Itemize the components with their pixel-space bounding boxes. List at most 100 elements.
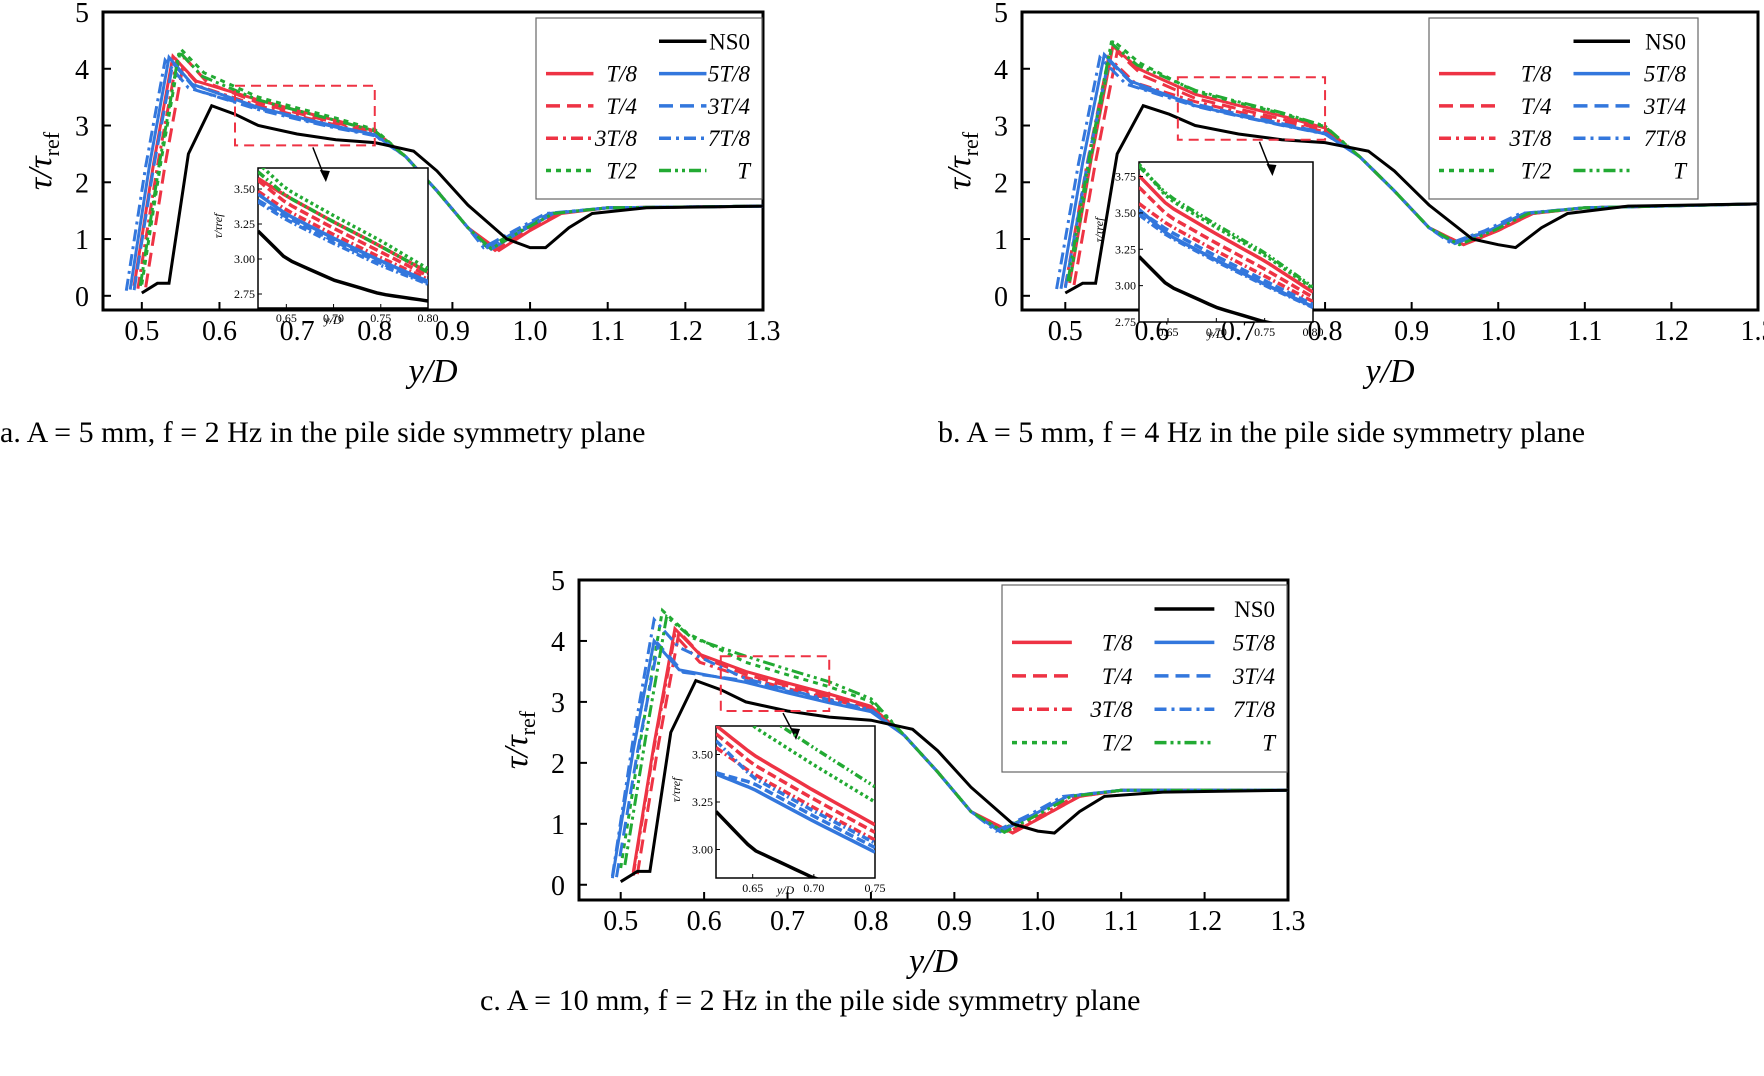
inset-x-label: y/D <box>1206 327 1225 341</box>
y-axis-label-main: τ/τ <box>941 154 978 190</box>
x-tick-label: 0.8 <box>357 316 392 347</box>
x-tick-label: 0.6 <box>687 906 722 937</box>
x-axis-label: y/D <box>906 943 959 980</box>
series-line-7T-8 <box>1055 54 1758 290</box>
x-tick-label: 1.3 <box>1271 906 1306 937</box>
y-tick-label: 1 <box>551 810 565 841</box>
inset-series-line <box>1139 165 1313 289</box>
x-tick-label: 0.6 <box>202 316 237 347</box>
x-tick-label: 0.8 <box>853 906 888 937</box>
inset-x-tick-label: 0.75 <box>370 311 391 325</box>
inset-series-line <box>260 168 428 271</box>
inset-x-tick-label: 0.80 <box>1303 325 1324 339</box>
y-tick-label: 1 <box>75 225 89 256</box>
inset-arrow-head <box>1266 164 1277 176</box>
x-tick-label: 1.2 <box>1187 906 1222 937</box>
legend-label: T/8 <box>1102 630 1133 655</box>
y-tick-label: 3 <box>551 688 565 719</box>
inset-series-line <box>751 726 875 804</box>
inset-series-line <box>258 189 428 281</box>
legend-label: T <box>1262 731 1277 756</box>
series-line-T <box>1066 40 1758 282</box>
legend-label: T/2 <box>606 159 637 184</box>
legend-label: T/4 <box>1521 94 1552 119</box>
inset-series-line <box>1139 213 1313 310</box>
x-axis-label: y/D <box>1362 353 1415 390</box>
legend-label: T/2 <box>1521 159 1552 184</box>
x-tick-label: 1.3 <box>1741 316 1764 347</box>
inset-arrow-head <box>319 170 330 182</box>
x-tick-label: 1.2 <box>1654 316 1689 347</box>
x-tick-label: 0.5 <box>1048 316 1083 347</box>
legend-label: 3T/8 <box>594 126 638 151</box>
y-axis-label: τ/τref <box>498 710 540 769</box>
legend-label: 7T/8 <box>1644 126 1687 151</box>
series-line-7T-8 <box>610 616 1288 877</box>
y-tick-label: 4 <box>75 55 89 86</box>
x-axis-label: y/D <box>405 353 458 390</box>
inset-y-tick-label: 3.25 <box>234 217 255 231</box>
y-axis-label-main: τ/τ <box>22 154 59 190</box>
series-line-NS0 <box>141 103 763 295</box>
legend-label: T/2 <box>1102 731 1133 756</box>
y-tick-label: 5 <box>994 0 1008 29</box>
y-tick-label: 5 <box>551 566 565 597</box>
x-tick-label: 0.7 <box>280 316 315 347</box>
x-tick-label: 0.5 <box>124 316 159 347</box>
y-tick-label: 2 <box>75 168 89 199</box>
inset-y-label: τ/τref <box>211 212 225 238</box>
inset-y-tick-label: 2.75 <box>234 287 255 301</box>
panel-caption: a. A = 5 mm, f = 2 Hz in the pile side s… <box>0 416 645 449</box>
y-axis-label: τ/τref <box>22 131 64 190</box>
legend-label: 3T/4 <box>1232 664 1275 689</box>
y-axis-label-sub: ref <box>39 131 64 156</box>
inset-y-tick-label: 3.00 <box>1115 279 1136 293</box>
inset-x-tick-label: 0.65 <box>1158 325 1179 339</box>
inset-y-tick-label: 3.25 <box>1115 242 1136 256</box>
inset-x-tick-label: 0.70 <box>1206 325 1227 339</box>
y-axis-label-sub: ref <box>515 710 540 735</box>
x-tick-label: 1.0 <box>513 316 548 347</box>
zoom-box <box>234 84 376 147</box>
y-tick-label: 3 <box>994 112 1008 143</box>
plot-frame <box>577 578 1290 902</box>
inset-frame <box>1138 161 1314 323</box>
zoom-box <box>719 655 831 713</box>
inset-y-tick-label: 3.00 <box>234 252 255 266</box>
x-tick-label: 1.2 <box>668 316 703 347</box>
inset-series-line <box>1139 202 1313 304</box>
y-tick-label: 1 <box>994 225 1008 256</box>
y-tick-label: 4 <box>994 55 1008 86</box>
y-tick-label: 0 <box>994 282 1008 313</box>
inset-y-tick-label: 3.75 <box>1115 170 1136 184</box>
x-tick-label: 0.5 <box>603 906 638 937</box>
inset-series-line <box>716 732 875 834</box>
series-line-NS0 <box>1064 103 1758 295</box>
legend-label: 3T/4 <box>707 94 750 119</box>
plot-frame <box>101 10 765 312</box>
inset-y-tick-label: 3.50 <box>1115 206 1136 220</box>
x-tick-label: 1.3 <box>746 316 781 347</box>
zoom-box <box>1176 76 1327 141</box>
x-tick-label: 1.1 <box>1567 316 1602 347</box>
y-axis-label-sub: ref <box>958 131 983 156</box>
x-tick-label: 1.1 <box>1104 906 1139 937</box>
x-tick-label: 0.7 <box>770 906 805 937</box>
y-tick-label: 0 <box>551 871 565 902</box>
x-tick-label: 0.9 <box>435 316 470 347</box>
inset-x-tick-label: 0.80 <box>418 311 439 325</box>
y-axis-label-main: τ/τ <box>498 733 535 769</box>
x-tick-label: 1.0 <box>1020 906 1055 937</box>
legend-label: 5T/8 <box>1233 630 1276 655</box>
plot-frame <box>1020 10 1760 312</box>
inset-x-tick-label: 0.75 <box>1254 325 1275 339</box>
inset-x-label: y/D <box>323 313 342 327</box>
legend-label: NS0 <box>1645 29 1686 54</box>
legend-label: T/8 <box>1521 62 1552 87</box>
inset-y-label: τ/τref <box>1092 216 1106 242</box>
series-line-T <box>623 613 1288 866</box>
inset-series-line <box>1139 185 1313 299</box>
x-tick-label: 0.9 <box>1394 316 1429 347</box>
inset-y-tick-label: 3.50 <box>692 748 713 762</box>
legend-label: T <box>1673 159 1688 184</box>
